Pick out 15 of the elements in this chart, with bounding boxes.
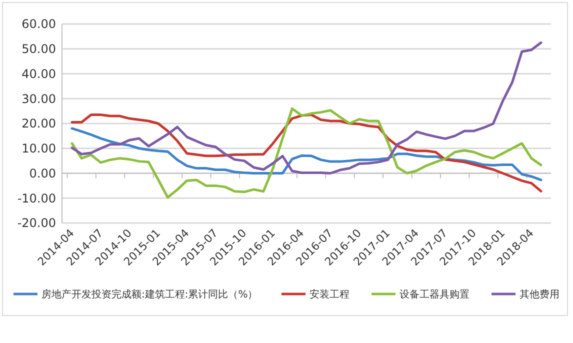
legend-label: 设备工器具购置 xyxy=(400,288,470,300)
y-tick-label: 0.00 xyxy=(29,166,56,180)
y-tick-label: -20.00 xyxy=(17,216,56,230)
y-tick-label: 30.00 xyxy=(22,92,56,106)
line-series xyxy=(70,127,542,182)
y-tick-label: 60.00 xyxy=(22,17,56,32)
line-series xyxy=(70,41,542,174)
y-tick-label: 10.00 xyxy=(22,142,56,156)
legend-label: 房地产开发投资完成额:建筑工程:累计同比（%） xyxy=(42,288,258,300)
y-tick-label: 20.00 xyxy=(22,116,56,131)
y-tick-label: -10.00 xyxy=(17,191,56,206)
y-tick-label: 40.00 xyxy=(22,66,56,81)
legend-label: 安装工程 xyxy=(310,288,350,300)
legend-label: 其他费用 xyxy=(520,288,560,300)
y-tick-label: 50.00 xyxy=(22,42,56,56)
